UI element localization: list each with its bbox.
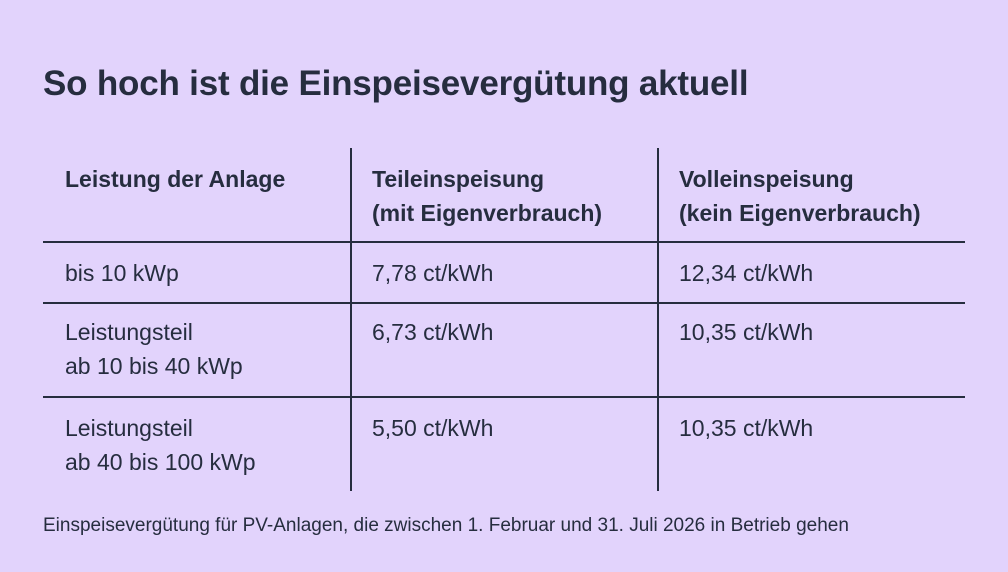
feed-in-tariff-table: Leistung der Anlage Teileinspeisung (mit… [43, 148, 965, 491]
row-2-partial-rate: 6,73 ct/kWh [372, 319, 494, 345]
column-header-capacity: Leistung der Anlage [65, 166, 286, 192]
row-1-full-rate: 12,34 ct/kWh [679, 260, 814, 286]
row-2-full-rate: 10,35 ct/kWh [679, 319, 814, 345]
row-1-partial-rate: 7,78 ct/kWh [372, 260, 494, 286]
column-divider [657, 148, 659, 491]
row-1-capacity: bis 10 kWp [65, 260, 179, 286]
column-divider [350, 148, 352, 491]
row-3-full-rate: 10,35 ct/kWh [679, 415, 814, 441]
row-divider [43, 302, 965, 304]
row-divider [43, 396, 965, 398]
row-3-partial-rate: 5,50 ct/kWh [372, 415, 494, 441]
header-divider [43, 241, 965, 243]
row-3-capacity: Leistungsteil ab 40 bis 100 kWp [65, 415, 256, 475]
column-header-partial-feed-in: Teileinspeisung (mit Eigenverbrauch) [372, 166, 603, 226]
row-2-capacity: Leistungsteil ab 10 bis 40 kWp [65, 319, 243, 379]
page-title: So hoch ist die Einspeisevergütung aktue… [43, 64, 749, 103]
column-header-full-feed-in: Volleinspeisung (kein Eigenverbrauch) [679, 166, 921, 226]
footnote: Einspeisevergütung für PV-Anlagen, die z… [43, 515, 849, 536]
